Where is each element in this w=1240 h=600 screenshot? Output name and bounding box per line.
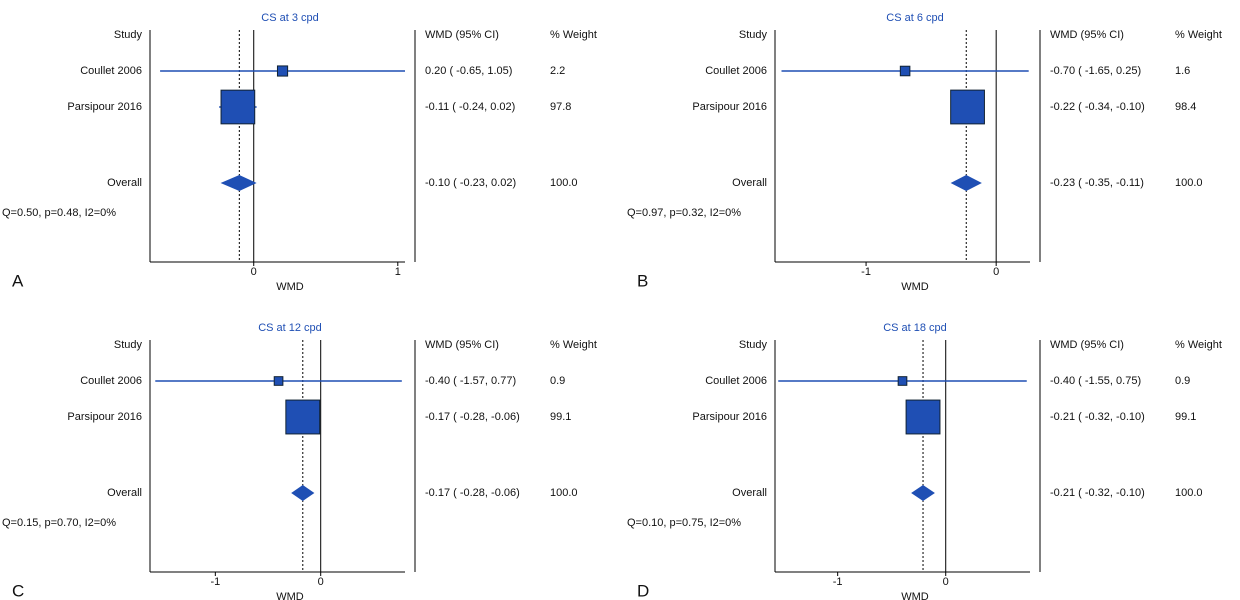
overall-diamond <box>911 485 935 501</box>
panel-title: CS at 18 cpd <box>883 322 947 334</box>
overall-ci-text: -0.23 ( -0.35, -0.11) <box>1050 177 1144 189</box>
study-label: Coullet 2006 <box>705 375 767 387</box>
weight-text: 1.6 <box>1175 65 1190 77</box>
overall-weight-text: 100.0 <box>550 177 578 189</box>
study-label: Parsipour 2016 <box>692 411 767 423</box>
panel-title: CS at 6 cpd <box>886 12 943 24</box>
study-label: Coullet 2006 <box>705 65 767 77</box>
study-header: Study <box>114 29 143 41</box>
overall-ci-text: -0.10 ( -0.23, 0.02) <box>425 177 516 189</box>
panel-title: CS at 12 cpd <box>258 322 322 334</box>
weight-square <box>899 65 911 77</box>
weight-header: % Weight <box>550 339 597 351</box>
x-tick-label: 0 <box>318 576 324 588</box>
x-axis-label: WMD <box>276 591 304 600</box>
overall-label: Overall <box>107 487 142 499</box>
ci-text: -0.40 ( -1.57, 0.77) <box>425 375 516 387</box>
overall-weight-text: 100.0 <box>550 487 578 499</box>
study-label: Parsipour 2016 <box>692 101 767 113</box>
weight-text: 0.9 <box>550 375 565 387</box>
x-axis-label: WMD <box>901 281 929 293</box>
weight-text: 98.4 <box>1175 101 1196 113</box>
forest-panel: CS at 18 cpd Study WMD (95% CI) % Weight -1 0… <box>627 322 1222 600</box>
x-axis-label: WMD <box>276 281 304 293</box>
ci-text: -0.11 ( -0.24, 0.02) <box>425 101 515 113</box>
panel-title: CS at 3 cpd <box>261 12 318 24</box>
overall-diamond <box>291 485 315 501</box>
ci-text: -0.17 ( -0.28, -0.06) <box>425 411 520 423</box>
overall-ci-text: -0.17 ( -0.28, -0.06) <box>425 487 520 499</box>
ci-header: WMD (95% CI) <box>1050 339 1124 351</box>
study-header: Study <box>739 29 768 41</box>
x-axis-label: WMD <box>901 591 929 600</box>
weight-text: 99.1 <box>1175 411 1196 423</box>
overall-label: Overall <box>107 177 142 189</box>
overall-weight-text: 100.0 <box>1175 487 1203 499</box>
weight-square <box>905 399 941 435</box>
forest-panel: CS at 12 cpd Study WMD (95% CI) % Weight -1 0… <box>2 322 597 600</box>
ci-header: WMD (95% CI) <box>425 29 499 41</box>
ci-text: -0.21 ( -0.32, -0.10) <box>1050 411 1145 423</box>
overall-label: Overall <box>732 177 767 189</box>
x-tick-label: 1 <box>395 266 401 278</box>
weight-header: % Weight <box>1175 29 1222 41</box>
x-tick-label: -1 <box>833 576 843 588</box>
x-tick-label: -1 <box>210 576 220 588</box>
study-label: Parsipour 2016 <box>67 411 142 423</box>
study-header: Study <box>114 339 143 351</box>
overall-diamond <box>220 175 257 191</box>
study-label: Coullet 2006 <box>80 375 142 387</box>
ci-header: WMD (95% CI) <box>425 339 499 351</box>
ci-text: 0.20 ( -0.65, 1.05) <box>425 65 512 77</box>
study-label: Parsipour 2016 <box>67 101 142 113</box>
x-tick-label: 0 <box>943 576 949 588</box>
panel-label: C <box>12 581 24 600</box>
weight-text: 97.8 <box>550 101 571 113</box>
study-header: Study <box>739 339 768 351</box>
heterogeneity: Q=0.97, p=0.32, I2=0% <box>627 207 741 219</box>
forest-panel: CS at 6 cpd Study WMD (95% CI) % Weight -1 0 W… <box>627 12 1222 293</box>
ci-header: WMD (95% CI) <box>1050 29 1124 41</box>
ci-text: -0.70 ( -1.65, 0.25) <box>1050 65 1141 77</box>
ci-text: -0.22 ( -0.34, -0.10) <box>1050 101 1145 113</box>
x-tick-label: -1 <box>861 266 871 278</box>
study-label: Coullet 2006 <box>80 65 142 77</box>
weight-header: % Weight <box>550 29 597 41</box>
panel-label: D <box>637 581 649 600</box>
weight-square <box>950 89 985 125</box>
weight-square <box>276 65 289 77</box>
x-tick-label: 0 <box>251 266 257 278</box>
forest-panel: CS at 3 cpd Study WMD (95% CI) % Weight 0 1 WM… <box>2 12 597 293</box>
weight-square <box>220 89 256 125</box>
panel-label: A <box>12 271 24 290</box>
ci-text: -0.40 ( -1.55, 0.75) <box>1050 375 1141 387</box>
x-tick-label: 0 <box>993 266 999 278</box>
overall-diamond <box>950 175 982 191</box>
overall-label: Overall <box>732 487 767 499</box>
weight-square <box>285 399 321 435</box>
weight-text: 99.1 <box>550 411 571 423</box>
weight-text: 2.2 <box>550 65 565 77</box>
weight-header: % Weight <box>1175 339 1222 351</box>
weight-square <box>897 376 908 386</box>
overall-ci-text: -0.21 ( -0.32, -0.10) <box>1050 487 1145 499</box>
panel-label: B <box>637 271 648 290</box>
weight-square <box>273 376 284 386</box>
heterogeneity: Q=0.10, p=0.75, I2=0% <box>627 517 741 529</box>
weight-text: 0.9 <box>1175 375 1190 387</box>
heterogeneity: Q=0.50, p=0.48, I2=0% <box>2 207 116 219</box>
overall-weight-text: 100.0 <box>1175 177 1203 189</box>
heterogeneity: Q=0.15, p=0.70, I2=0% <box>2 517 116 529</box>
